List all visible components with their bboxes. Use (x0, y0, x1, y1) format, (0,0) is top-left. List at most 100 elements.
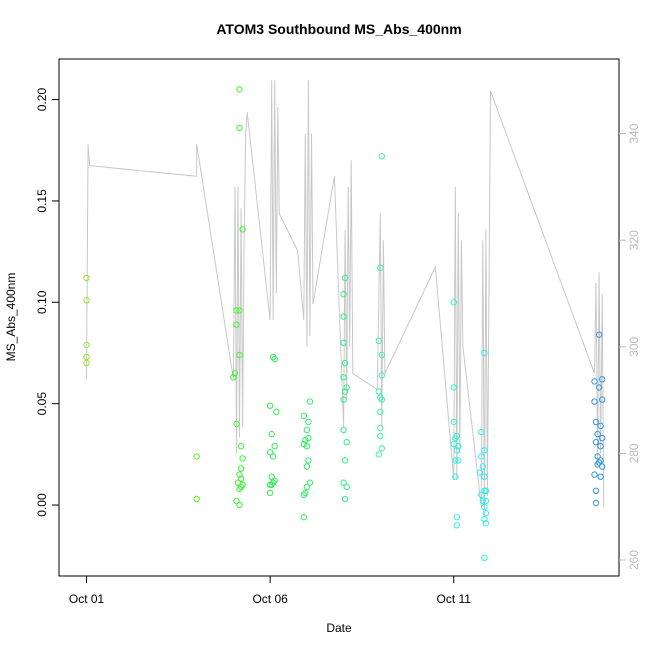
data-point (479, 463, 486, 470)
data-point (273, 408, 280, 415)
data-point (343, 483, 350, 490)
data-point (300, 412, 307, 419)
data-point (591, 398, 598, 405)
data-point (455, 457, 462, 464)
data-point (233, 420, 240, 428)
data-point (193, 495, 200, 503)
data-point (377, 264, 384, 271)
data-point (237, 465, 245, 472)
data-point (233, 497, 240, 505)
data-point (83, 359, 90, 367)
data-point (452, 434, 459, 442)
data-point (375, 451, 382, 458)
data-point (378, 445, 385, 452)
data-point (340, 479, 347, 486)
data-point (594, 453, 601, 460)
points-layer (83, 86, 606, 561)
data-point (478, 453, 485, 460)
data-point (340, 291, 347, 298)
data-point (237, 475, 245, 482)
data-point (343, 439, 350, 446)
y2-axis: 260 280 300 320 340 (619, 123, 641, 570)
data-point (268, 481, 275, 488)
data-point (271, 355, 278, 363)
data-point (340, 313, 347, 320)
y2-tick-label: 260 (627, 550, 641, 570)
data-point (341, 457, 349, 464)
data-point (341, 495, 349, 503)
secondary-line-layer (86, 80, 605, 518)
data-point (306, 479, 314, 486)
data-point (236, 351, 243, 359)
y-tick-label: 0.00 (35, 493, 49, 517)
data-point (341, 359, 349, 367)
data-point (479, 497, 486, 505)
data-point (375, 388, 382, 395)
y-axis: 0.00 0.05 0.10 0.15 0.20 (35, 88, 59, 517)
data-point (597, 473, 604, 480)
data-point (377, 408, 384, 415)
y2-tick-label: 280 (627, 443, 641, 463)
y2-tick-label: 320 (627, 230, 641, 250)
data-point (83, 341, 90, 349)
data-point (450, 299, 457, 306)
data-point (341, 388, 349, 395)
data-point (453, 522, 460, 529)
data-point (377, 424, 384, 432)
data-point (478, 428, 485, 436)
y-tick-label: 0.20 (35, 88, 49, 112)
data-point (303, 426, 311, 434)
data-point (239, 455, 246, 462)
data-point (83, 274, 90, 282)
data-point (266, 449, 274, 456)
data-point (375, 337, 382, 344)
data-point (270, 453, 277, 460)
data-point (233, 321, 240, 328)
data-point (482, 487, 490, 494)
data-point (236, 86, 243, 93)
x-axis: Oct 01 Oct 06 Oct 11 (69, 576, 471, 606)
data-point (236, 307, 243, 314)
data-point (599, 376, 606, 383)
data-point (300, 441, 307, 448)
data-point (591, 471, 598, 478)
chart-title: ATOM3 Southbound MS_Abs_400nm (216, 21, 461, 37)
data-point (230, 374, 237, 381)
data-point (597, 443, 604, 450)
data-point (341, 274, 349, 282)
x-tick-label: Oct 11 (437, 592, 472, 606)
data-point (231, 370, 239, 377)
data-point (340, 426, 347, 434)
data-point (481, 447, 488, 454)
data-point (478, 491, 485, 499)
data-point (303, 483, 311, 490)
data-point (378, 351, 385, 359)
data-point (266, 402, 274, 409)
data-point (592, 418, 600, 426)
data-point (482, 509, 490, 517)
data-point (237, 443, 245, 450)
data-point (592, 487, 600, 494)
data-point (481, 349, 488, 357)
data-point (193, 453, 200, 460)
data-point (340, 339, 347, 346)
data-point (591, 378, 598, 385)
y2-tick-label: 300 (627, 336, 641, 356)
data-point (303, 463, 311, 470)
secondary-series-line (86, 80, 605, 518)
data-point (300, 514, 307, 521)
data-point (268, 473, 275, 480)
data-point (340, 396, 347, 403)
data-point (452, 473, 459, 480)
x-tick-label: Oct 06 (252, 592, 288, 606)
data-point (83, 353, 90, 361)
data-point (452, 457, 459, 464)
y2-tick-label: 340 (627, 123, 641, 143)
y-tick-label: 0.15 (35, 189, 49, 213)
data-point (378, 153, 385, 160)
data-point (239, 226, 246, 233)
data-point (83, 297, 90, 304)
data-point (305, 457, 312, 464)
data-point (300, 491, 307, 499)
